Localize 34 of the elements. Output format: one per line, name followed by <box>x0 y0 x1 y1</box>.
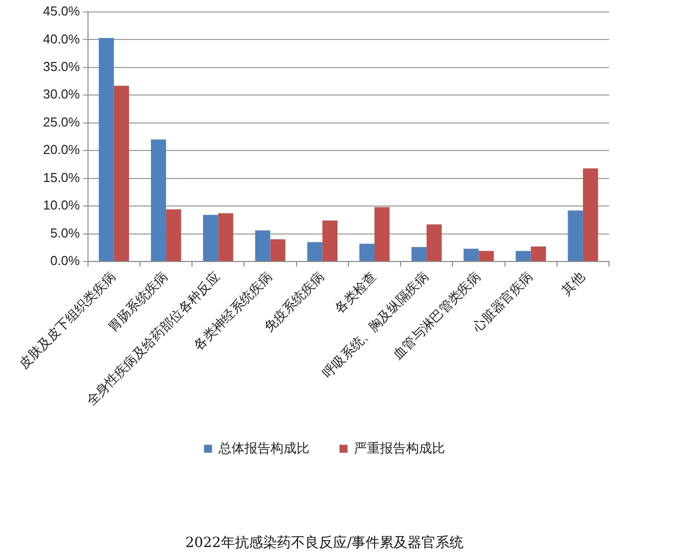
bar <box>322 220 338 261</box>
y-tick-label: 0.0% <box>50 253 80 268</box>
y-tick-label: 40.0% <box>42 31 80 46</box>
bar <box>150 140 166 261</box>
legend-label: 总体报告构成比 <box>218 440 310 456</box>
bar <box>166 209 182 261</box>
bar <box>464 248 479 261</box>
y-tick-label: 5.0% <box>50 225 80 240</box>
bar <box>114 86 130 261</box>
bar <box>478 250 494 261</box>
x-tick-label: 其他 <box>559 270 588 299</box>
y-tick-label: 35.0% <box>42 59 80 74</box>
bar <box>426 224 442 261</box>
y-tick-label: 25.0% <box>42 114 80 130</box>
bar <box>530 246 546 261</box>
bar <box>374 207 390 261</box>
bar <box>516 250 531 261</box>
y-tick-label: 20.0% <box>42 142 80 158</box>
legend-label: 严重报告构成比 <box>354 440 445 456</box>
y-tick-label: 45.0% <box>42 4 80 19</box>
bar <box>255 230 270 261</box>
text: 2022年抗感染药不良反应/事件累及器官系统 <box>185 535 464 552</box>
bar <box>359 244 374 261</box>
bar <box>582 168 598 261</box>
bar <box>270 239 286 261</box>
bar <box>98 38 114 261</box>
bar <box>218 213 234 261</box>
bar <box>411 247 427 261</box>
bar <box>307 242 322 261</box>
y-tick-label: 15.0% <box>42 170 80 185</box>
bar <box>203 214 218 261</box>
y-tick-label: 10.0% <box>42 198 80 213</box>
bar <box>568 210 583 261</box>
y-tick-label: 30.0% <box>42 86 80 102</box>
